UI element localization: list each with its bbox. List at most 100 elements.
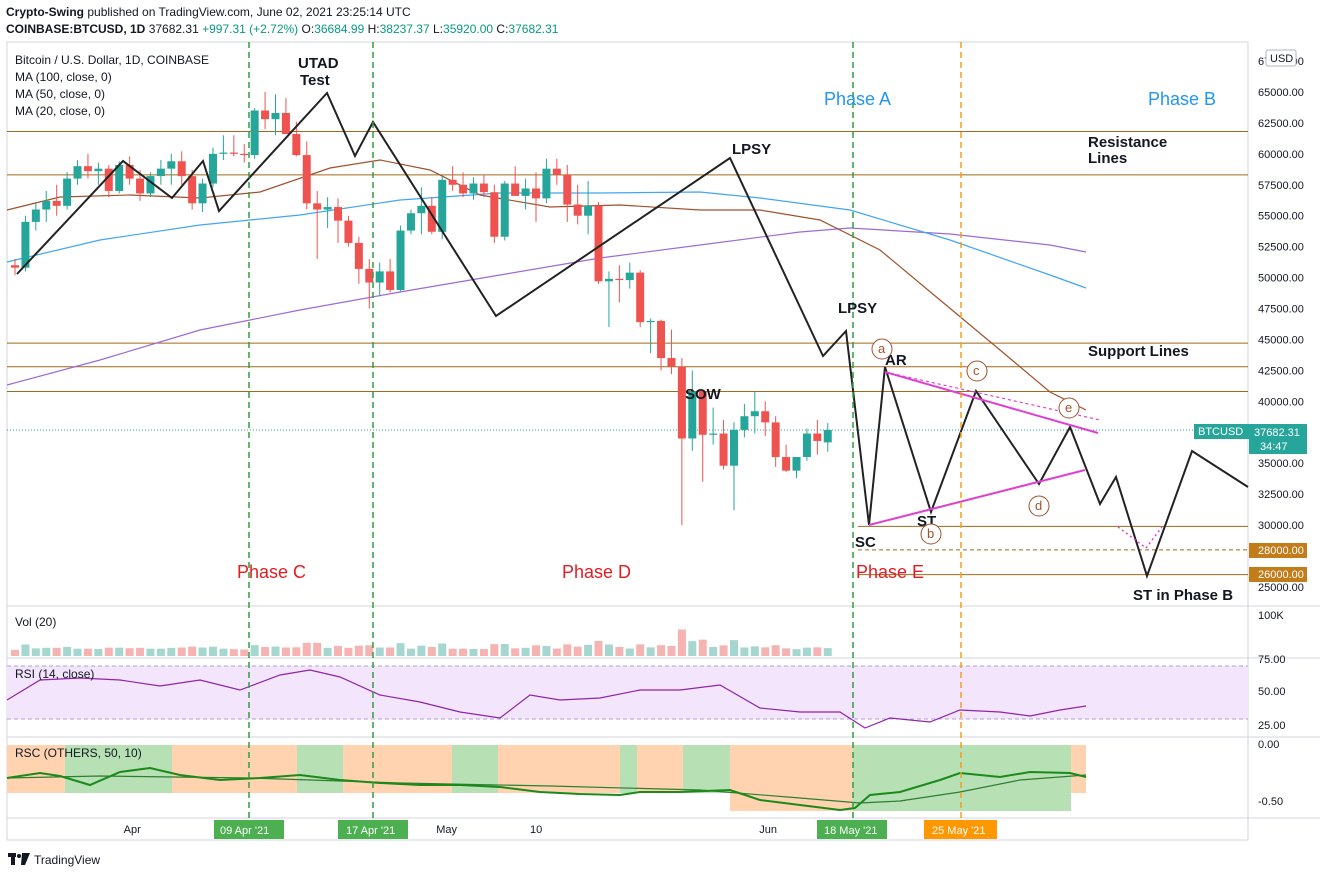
candle-body-16 — [177, 161, 186, 177]
price-label-5: 55000.00 — [1258, 211, 1304, 223]
footer-brand[interactable]: TradingView — [34, 853, 101, 867]
date-tag-3-text: 18 May '21 — [824, 825, 877, 837]
price-label-14: 30000.00 — [1258, 520, 1304, 532]
price-label-15: 25000.00 — [1258, 582, 1304, 594]
tradingview-logo-icon[interactable] — [8, 853, 30, 867]
candle-body-59 — [625, 272, 634, 281]
candle-body-58 — [615, 278, 624, 281]
ma50-line — [6, 191, 1087, 289]
volume-bar-34 — [365, 645, 374, 656]
annotation-utad: UTAD — [298, 55, 339, 72]
candle-body-37 — [396, 230, 405, 290]
rsc-band-12 — [1071, 745, 1086, 793]
volume-bar-26 — [281, 647, 290, 656]
candle-body-1 — [21, 221, 30, 268]
zigzag-line — [16, 91, 1249, 580]
volume-bar-47 — [500, 644, 509, 656]
volume-bar-72 — [761, 647, 770, 656]
volume-bar-70 — [740, 647, 749, 656]
volume-bar-65 — [688, 641, 697, 656]
rsc-line — [6, 766, 1087, 812]
candle-body-73 — [771, 422, 780, 458]
wedge-dashed — [884, 371, 1101, 421]
volume-bar-24 — [261, 647, 270, 656]
wyckoff-drawings — [16, 91, 1249, 580]
l-value: 35920.00 — [443, 22, 494, 36]
volume-bar-53 — [563, 644, 572, 656]
candle-body-78 — [823, 430, 832, 443]
volume-bar-16 — [177, 647, 186, 656]
wave-label-c: c — [973, 363, 980, 378]
candle-body-26 — [281, 112, 290, 135]
candle-body-57 — [604, 278, 613, 282]
volume-bar-9 — [104, 647, 113, 656]
volume-bar-56 — [594, 641, 603, 656]
annotation-resistance-2: Lines — [1088, 150, 1127, 167]
annotation-sow: SOW — [685, 386, 722, 403]
candle-body-15 — [167, 161, 176, 169]
candle-body-0 — [11, 265, 19, 268]
volume-bar-69 — [729, 640, 738, 656]
level-tag-26000 — [1249, 567, 1307, 582]
candle-body-77 — [813, 433, 822, 441]
publish-text: published on TradingView.com, June 02, 2… — [87, 5, 411, 19]
price-label-7: 50000.00 — [1258, 273, 1304, 285]
price-label-1: 65000.00 — [1258, 87, 1304, 99]
price-label-13: 32500.00 — [1258, 489, 1304, 501]
candle-body-50 — [532, 188, 540, 199]
candle-body-47 — [500, 183, 509, 237]
currency-badge-text: USD — [1270, 53, 1293, 65]
currency-badge[interactable] — [1265, 49, 1297, 67]
volume-bar-13 — [146, 648, 155, 656]
volume-bar-39 — [417, 645, 426, 656]
annotation-st-phase-b: ST in Phase B — [1133, 587, 1233, 604]
candle-body-8 — [94, 168, 103, 172]
price-tag-value: 37682.31 — [1254, 427, 1300, 439]
candle-body-17 — [188, 176, 197, 204]
level-tag-28000 — [1249, 543, 1307, 558]
legend-ma20: MA (20, close, 0) — [15, 104, 105, 118]
volume-bar-29 — [313, 642, 322, 656]
rsc-axis-neg: -0.50 — [1258, 796, 1283, 808]
volume-bar-71 — [750, 646, 759, 656]
phase-b-label: Phase B — [1148, 89, 1216, 109]
candle-body-49 — [521, 188, 530, 196]
wedge-lower — [868, 469, 1086, 526]
volume-bar-12 — [136, 647, 145, 656]
volume-bar-61 — [646, 647, 655, 656]
annotation-lpsy-mid: LPSY — [838, 300, 877, 317]
candle-body-46 — [490, 192, 499, 237]
time-label-4: 10 — [530, 824, 542, 836]
wave-circle-d — [1028, 495, 1050, 517]
annotation-ar: AR — [885, 352, 907, 369]
phase-d-label: Phase D — [562, 562, 631, 582]
volume-bar-42 — [448, 648, 457, 656]
legend-title: Bitcoin / U.S. Dollar, 1D, COINBASE — [15, 53, 209, 67]
volume-bar-11 — [125, 648, 134, 656]
publish-line: Crypto-Swing published on TradingView.co… — [6, 4, 558, 21]
rsc-axis-0: 0.00 — [1258, 739, 1279, 751]
date-tag-2-text: 17 Apr '21 — [346, 825, 395, 837]
volume-bar-46 — [490, 644, 499, 656]
candle-body-33 — [354, 242, 363, 269]
annotation-test: Test — [300, 72, 330, 89]
volume-bar-54 — [573, 646, 582, 656]
price-tag — [1249, 424, 1307, 454]
volume-bar-66 — [698, 639, 707, 656]
volume-bar-67 — [709, 647, 718, 656]
phase-e-label: Phase E — [856, 562, 924, 582]
date-tag-4-text: 25 May '21 — [932, 825, 985, 837]
l-label: L: — [433, 22, 444, 36]
rsc-band-7 — [620, 745, 637, 793]
candle-body-71 — [750, 411, 759, 417]
volume-bar-40 — [427, 647, 436, 656]
candle-body-67 — [709, 433, 718, 435]
volume-bar-62 — [657, 645, 666, 656]
price-tag-countdown: 34:47 — [1260, 441, 1288, 453]
candle-body-19 — [208, 153, 217, 184]
rsi-axis-25: 25.00 — [1258, 720, 1286, 732]
h-label: H: — [367, 22, 380, 36]
author-name[interactable]: Crypto-Swing — [6, 5, 84, 19]
candle-body-9 — [104, 168, 113, 191]
